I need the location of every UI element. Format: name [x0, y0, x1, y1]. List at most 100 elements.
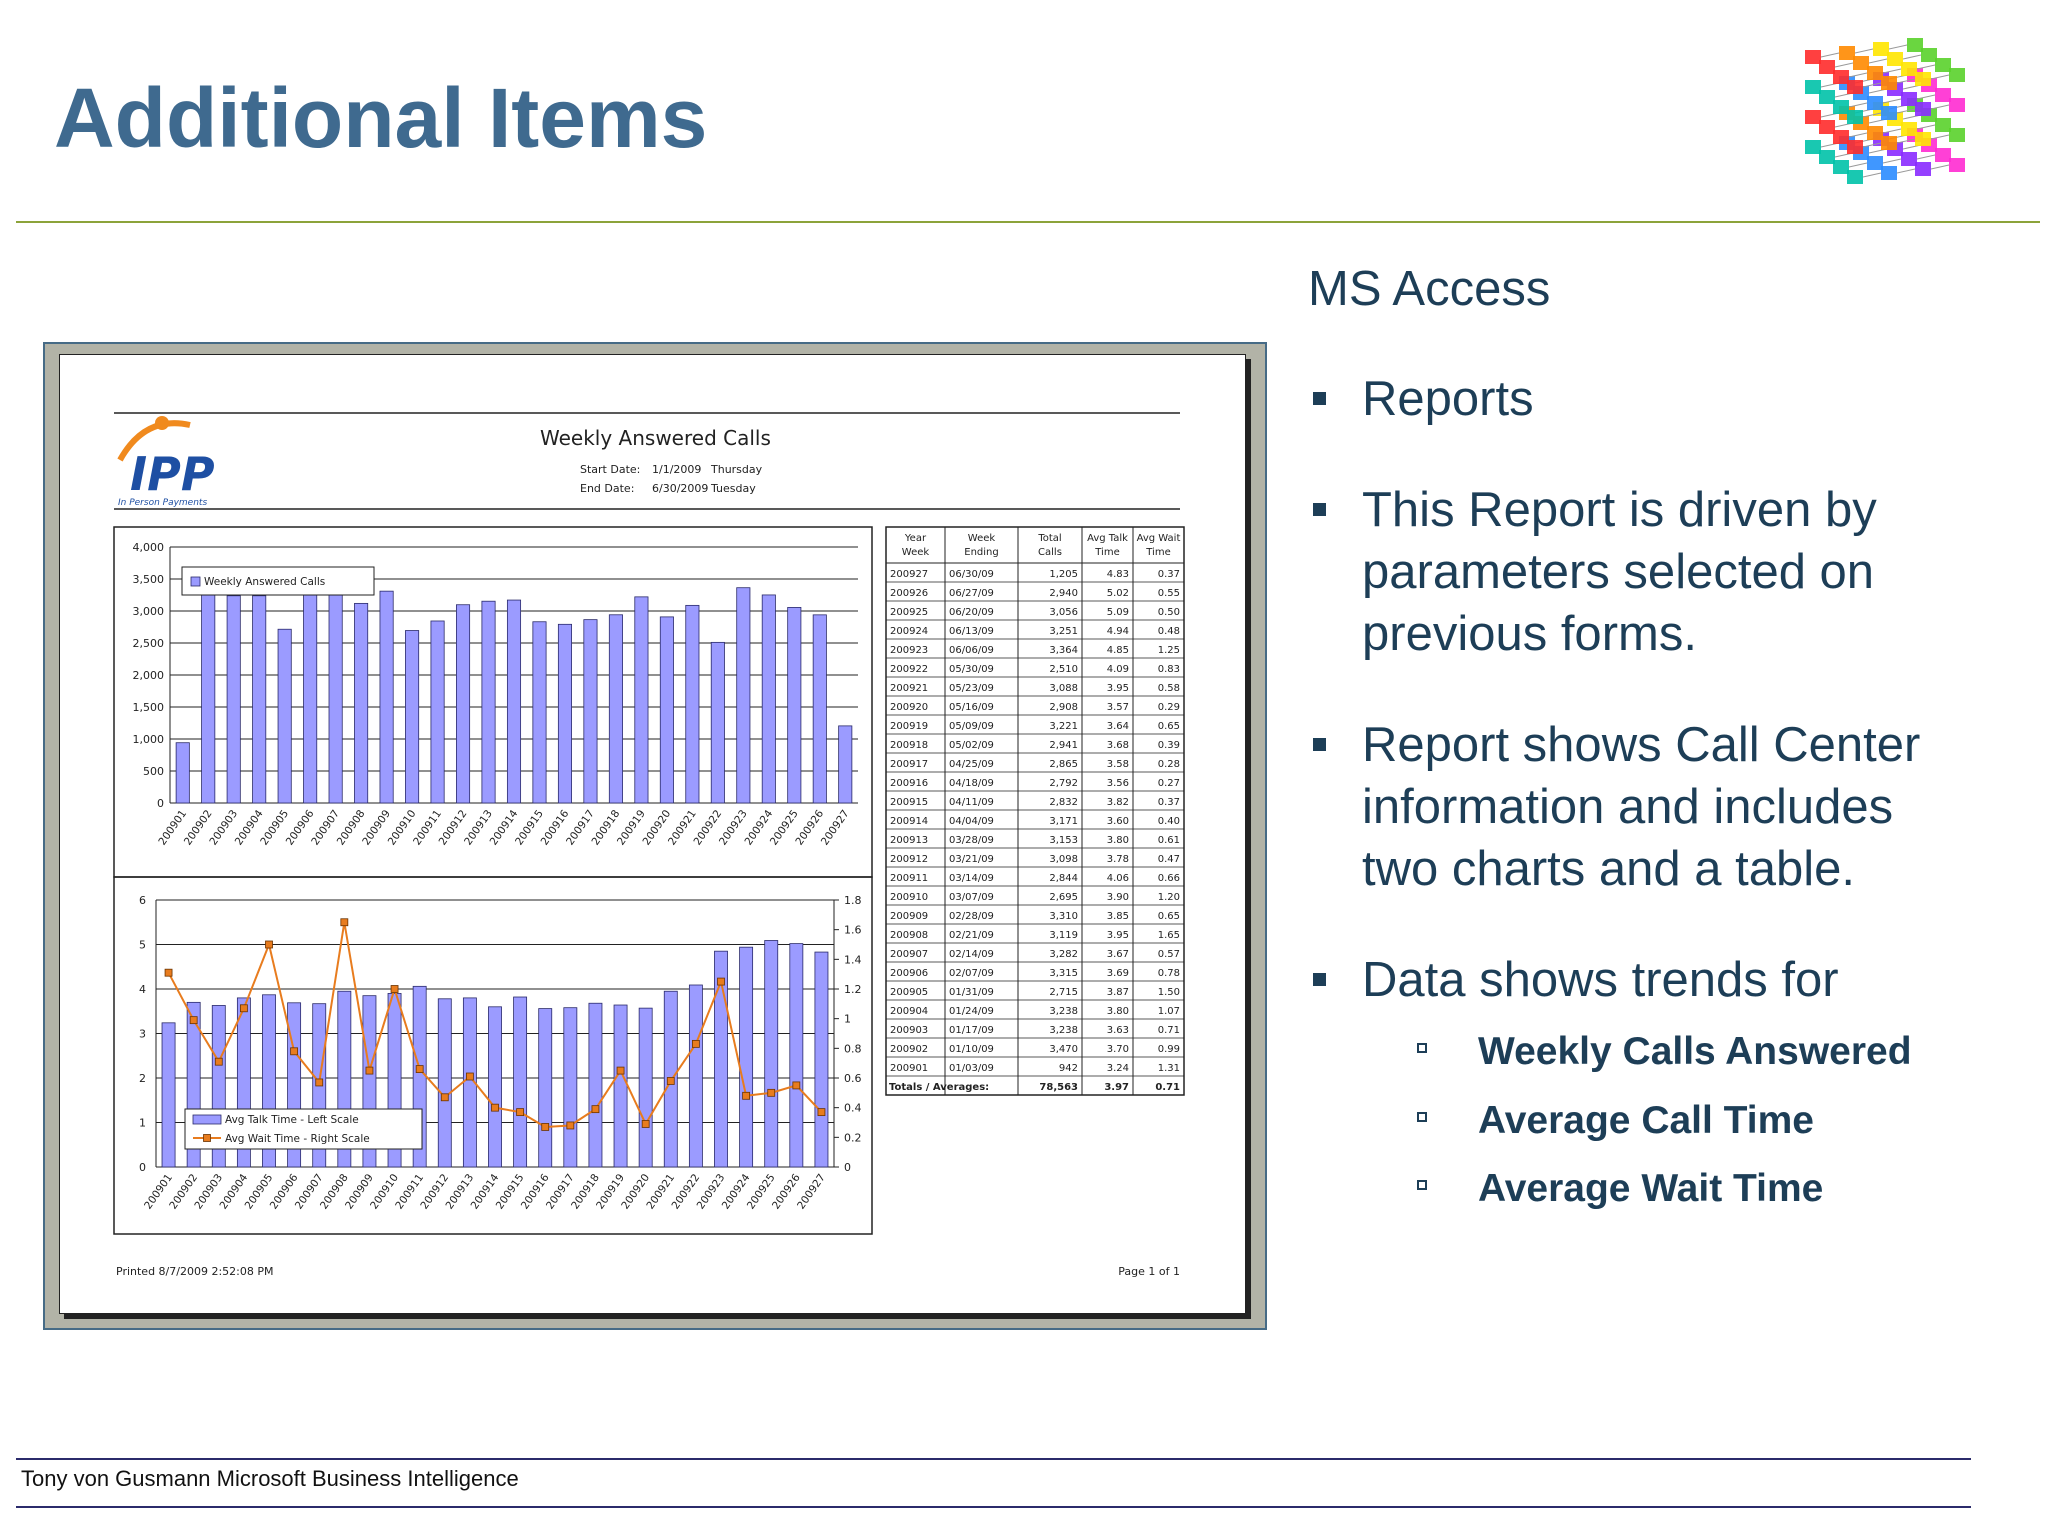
y2-tick-label: 1	[844, 1013, 851, 1026]
table-header: Avg Wait	[1137, 533, 1181, 544]
table-frame	[885, 526, 1185, 1096]
cube-block	[1805, 50, 1821, 64]
footer-text: Tony von Gusmann Microsoft Business Inte…	[21, 1466, 519, 1491]
table-cell: 01/03/09	[949, 1063, 994, 1074]
table-cell: 1.25	[1158, 645, 1180, 656]
legend-swatch	[192, 1114, 222, 1125]
footer-divider-top	[16, 1458, 1971, 1460]
bar	[688, 984, 703, 1168]
bar	[685, 604, 700, 804]
bar	[761, 594, 776, 804]
table-cell: 200903	[890, 1025, 928, 1036]
line-point	[340, 918, 349, 927]
bullet-icon	[1313, 738, 1326, 751]
table-header: Calls	[1038, 547, 1062, 558]
bullet-line: two charts and a table.	[1362, 842, 1856, 896]
cube-link	[1854, 48, 1874, 54]
bar	[739, 946, 754, 1168]
cube-block	[1881, 136, 1897, 150]
bar	[588, 1002, 603, 1168]
bar	[532, 621, 547, 804]
weekly-calls-chart: 05001,0001,5002,0002,5003,0003,5004,0002…	[133, 541, 858, 848]
table-cell: 0.47	[1158, 854, 1180, 865]
bar	[659, 616, 674, 804]
cube-link	[1834, 62, 1854, 68]
table-cell: 5.02	[1107, 588, 1129, 599]
table-cell: 200912	[890, 854, 928, 865]
y-tick-label: 1,000	[133, 733, 165, 746]
y-tick-label: 3,500	[133, 573, 165, 586]
cube-block	[1847, 170, 1863, 184]
table-cell: 4.83	[1107, 569, 1129, 580]
cube-link	[1916, 154, 1936, 160]
cube-link	[1820, 52, 1840, 58]
table-cell: 0.55	[1158, 588, 1180, 599]
bar	[608, 614, 623, 804]
y2-tick-label: 1.6	[844, 924, 862, 937]
table-cell: 3.64	[1107, 721, 1129, 732]
table-cell: 0.37	[1158, 569, 1180, 580]
sub-bullet-wait-time: Average Wait Time	[1478, 1167, 1824, 1210]
table-cell: 0.57	[1158, 949, 1180, 960]
bar	[481, 600, 496, 804]
line-point	[415, 1065, 424, 1073]
table-cell: 0.39	[1158, 740, 1180, 751]
sub-bullet-weekly-calls: Weekly Calls Answered	[1478, 1030, 1912, 1073]
cube-link	[1930, 134, 1950, 140]
bar	[161, 1022, 176, 1168]
legend-box	[181, 566, 375, 596]
cube-block	[1805, 110, 1821, 124]
bar	[303, 590, 318, 804]
bar	[430, 620, 445, 804]
cube-block	[1805, 80, 1821, 94]
cube-block	[1833, 100, 1849, 114]
cube-link	[1902, 54, 1922, 60]
start-date-label: Start Date:	[580, 463, 640, 476]
line-point	[239, 1004, 248, 1013]
section-heading: MS Access	[1308, 262, 1551, 316]
table-cell: 5.09	[1107, 607, 1129, 618]
line-point	[541, 1123, 550, 1131]
cube-block	[1949, 158, 1965, 172]
cube-block	[1907, 38, 1923, 52]
bar	[354, 602, 369, 804]
table-cell: 3,056	[1049, 607, 1078, 618]
table-cell: 3.58	[1107, 759, 1129, 770]
bar	[405, 630, 420, 804]
line-point	[516, 1108, 525, 1117]
line-point	[440, 1093, 449, 1102]
bar	[513, 996, 528, 1168]
table-cell: 3.87	[1107, 987, 1129, 998]
line-point	[465, 1072, 474, 1081]
cube-block	[1847, 140, 1863, 154]
table-cell: 0.61	[1158, 835, 1180, 846]
cube-link	[1862, 172, 1882, 178]
table-cell: 200906	[890, 968, 928, 979]
table-cell: 4.09	[1107, 664, 1129, 675]
cube-block	[1901, 122, 1917, 136]
table-cell: 200907	[890, 949, 928, 960]
cube-block	[1881, 166, 1897, 180]
table-cell: 3,238	[1049, 1025, 1078, 1036]
bar	[557, 623, 572, 804]
table-cell: 0.50	[1158, 607, 1180, 618]
cube-block	[1881, 76, 1897, 90]
table-cell: 06/06/09	[949, 645, 994, 656]
footer-divider-bottom	[16, 1506, 1971, 1508]
bar	[838, 725, 853, 804]
table-header: Week	[902, 547, 930, 558]
table-header: Year	[904, 533, 927, 544]
cube-link	[1896, 168, 1916, 174]
table-cell: 0.71	[1158, 1025, 1180, 1036]
table-cell: 0.65	[1158, 911, 1180, 922]
cube-block	[1949, 68, 1965, 82]
table-cell: 05/23/09	[949, 683, 994, 694]
logo-tagline: In Person Payments	[118, 498, 207, 508]
bullet-line: Report shows Call Center	[1362, 718, 1921, 772]
report-svg: IPP In Person Payments Weekly Answered C…	[113, 412, 1185, 1278]
cube-link	[1848, 102, 1868, 108]
table-cell: 3,364	[1049, 645, 1078, 656]
cube-block	[1833, 160, 1849, 174]
table-cell: 0.58	[1158, 683, 1180, 694]
bar	[814, 951, 829, 1168]
